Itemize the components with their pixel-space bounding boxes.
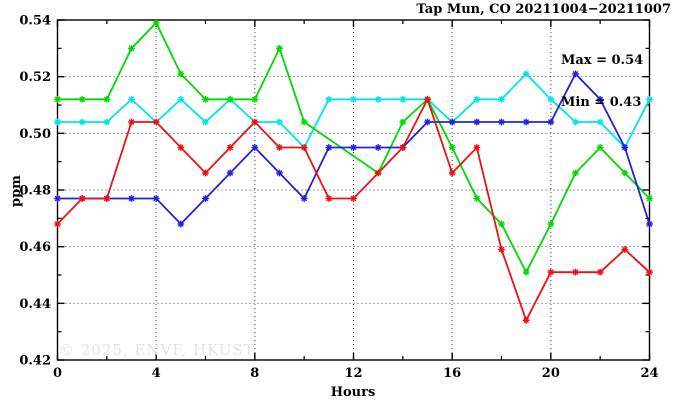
x-axis-label: Hours [330, 385, 376, 400]
svg-text:0.54: 0.54 [19, 14, 51, 29]
svg-text:0.48: 0.48 [19, 184, 51, 199]
max-min-annotation: Max = 0.54 Min = 0.43 [561, 26, 643, 138]
y-axis-label: ppm [9, 175, 24, 207]
svg-text:0.52: 0.52 [19, 70, 51, 85]
svg-text:0.42: 0.42 [19, 354, 51, 369]
svg-text:16: 16 [443, 366, 461, 381]
min-value-label: Min = 0.43 [561, 95, 642, 110]
svg-text:24: 24 [640, 366, 658, 381]
watermark: © 2025, ENVF, HKUST [59, 341, 255, 359]
axes: 0 4 8 12 16 20 24 0.42 0.44 0.46 0.48 0.50 0.52 0.54 [19, 14, 658, 382]
chart-title: Tap Mun, CO 20211004−20211007 [416, 2, 671, 17]
svg-text:0.44: 0.44 [19, 297, 51, 312]
max-value-label: Max = 0.54 [561, 53, 644, 68]
gridlines [57, 20, 650, 360]
svg-text:0.46: 0.46 [19, 240, 51, 255]
svg-text:0: 0 [53, 366, 62, 381]
series-red [54, 95, 653, 324]
svg-text:0.50: 0.50 [19, 127, 51, 142]
svg-text:4: 4 [152, 366, 161, 381]
svg-text:12: 12 [344, 366, 362, 381]
svg-text:8: 8 [250, 366, 259, 381]
svg-text:20: 20 [542, 366, 560, 381]
